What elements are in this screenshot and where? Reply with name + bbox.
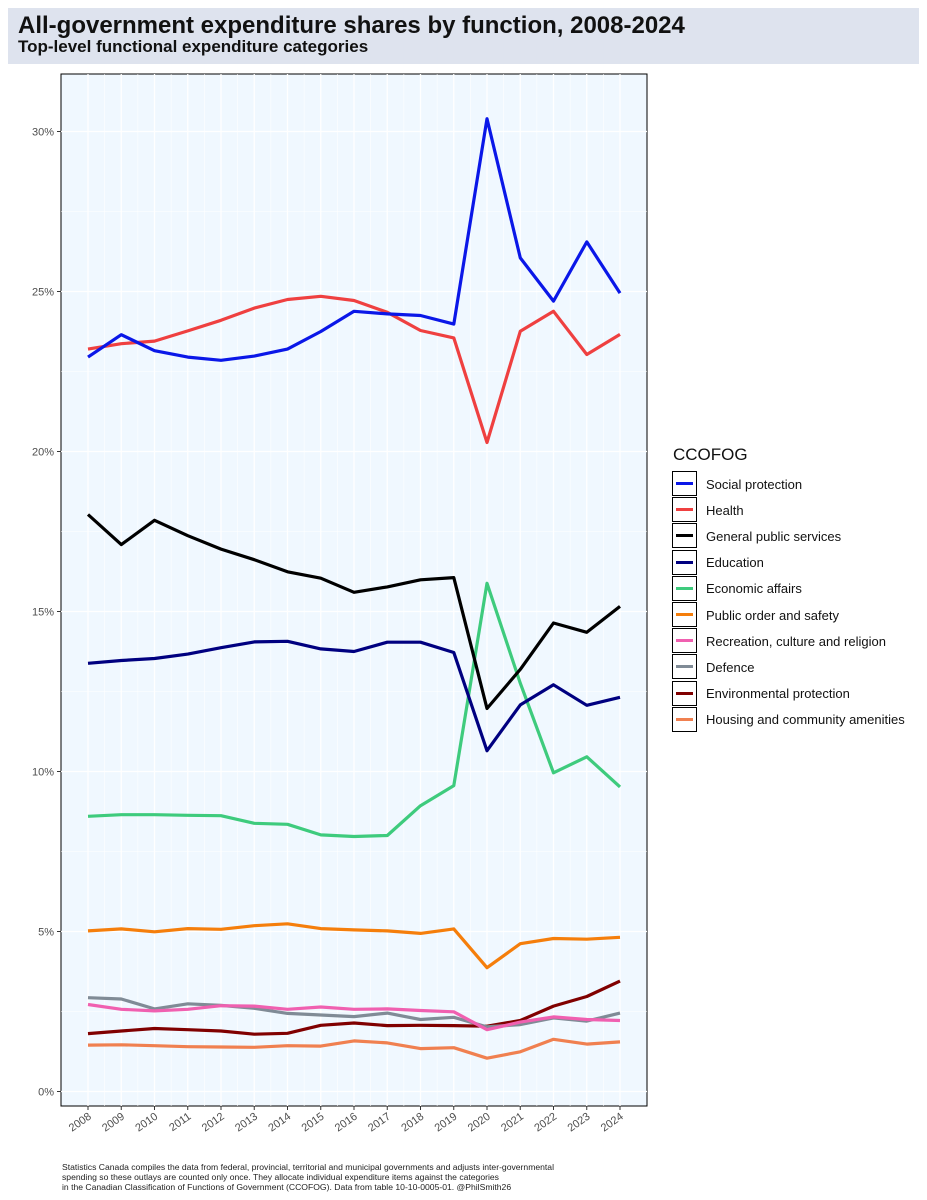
- y-tick-label: 5%: [38, 927, 54, 939]
- legend-swatch: [676, 560, 693, 564]
- x-tick-label: 2015: [300, 1111, 327, 1135]
- x-tick-label: 2012: [200, 1111, 227, 1135]
- x-tick-label: 2008: [67, 1111, 94, 1135]
- y-tick-label: 15%: [32, 607, 54, 619]
- legend-item-health: Health: [672, 497, 905, 523]
- x-tick-label: 2010: [133, 1111, 160, 1135]
- legend-swatch: [676, 639, 693, 643]
- legend-label: Environmental protection: [706, 686, 850, 702]
- series-lines: [86, 117, 622, 1060]
- chart-title: All-government expenditure shares by fun…: [18, 12, 685, 39]
- legend-item-housing-and-community-amenities: Housing and community amenities: [672, 706, 905, 733]
- legend-item-education: Education: [672, 549, 905, 576]
- x-tick-label: 2020: [466, 1111, 493, 1135]
- legend-item-defence: Defence: [672, 654, 905, 680]
- x-tick-label: 2017: [366, 1111, 393, 1135]
- legend-swatch: [676, 586, 693, 590]
- legend-swatch: [676, 534, 693, 538]
- legend-key: [672, 706, 697, 732]
- legend-swatch: [676, 482, 693, 486]
- series-line-economic-affairs: [87, 581, 622, 839]
- y-tick-label: 0%: [38, 1087, 54, 1099]
- legend-label: Housing and community amenities: [706, 712, 905, 728]
- legend-swatch: [676, 665, 693, 669]
- legend-key: [672, 628, 697, 654]
- legend-item-economic-affairs: Economic affairs: [672, 575, 905, 602]
- legend-label: Health: [706, 502, 744, 518]
- major-gridlines: [61, 74, 647, 1106]
- series-line-health: [87, 294, 621, 445]
- legend-key: [672, 549, 697, 575]
- series-line-defence: [87, 996, 621, 1029]
- legend-item-recreation-culture-and-religion: Recreation, culture and religion: [672, 628, 905, 654]
- x-tick-label: 2013: [233, 1111, 260, 1135]
- series-line-education: [87, 639, 621, 753]
- legend-swatch: [676, 691, 693, 695]
- legend-key: [672, 523, 697, 549]
- series-line-public-order-and-safety: [87, 922, 621, 970]
- legend-key: [672, 497, 697, 523]
- legend-key: [672, 680, 697, 706]
- y-tick-label: 20%: [32, 447, 54, 459]
- legend-key: [672, 575, 697, 601]
- series-line-social-protection: [87, 117, 622, 362]
- x-tick-label: 2022: [532, 1111, 559, 1135]
- x-tick-label: 2024: [599, 1111, 626, 1135]
- legend-key: [672, 654, 697, 680]
- footnote-line: in the Canadian Classification of Functi…: [62, 1182, 512, 1192]
- title-bar: All-government expenditure shares by fun…: [8, 8, 919, 64]
- legend-item-social-protection: Social protection: [672, 471, 905, 497]
- footnote-line: spending so these outlays are counted on…: [62, 1172, 499, 1182]
- legend-key: [672, 471, 697, 497]
- series-line-recreation-culture-and-religion: [87, 1002, 621, 1032]
- legend-swatch: [676, 508, 693, 512]
- chart-subtitle: Top-level functional expenditure categor…: [18, 37, 369, 56]
- footnote: Statistics Canada compiles the data from…: [62, 1162, 622, 1192]
- x-tick-label: 2023: [566, 1111, 593, 1135]
- y-tick-label: 10%: [32, 767, 54, 779]
- x-tick-label: 2014: [266, 1111, 293, 1135]
- legend-label: General public services: [706, 528, 842, 544]
- legend-label: Recreation, culture and religion: [706, 633, 886, 649]
- legend-item-environmental-protection: Environmental protection: [672, 680, 905, 707]
- x-tick-label: 2021: [499, 1111, 526, 1135]
- footnote-line: Statistics Canada compiles the data from…: [62, 1162, 554, 1172]
- series-line-housing-and-community-amenities: [87, 1037, 621, 1060]
- x-tick-label: 2011: [167, 1111, 193, 1134]
- legend-item-general-public-services: General public services: [672, 523, 905, 549]
- x-tick-label: 2018: [399, 1111, 426, 1135]
- legend-label: Education: [706, 555, 764, 571]
- y-tick-label: 30%: [32, 127, 54, 139]
- series-line-general-public-services: [86, 513, 621, 711]
- legend-swatch: [676, 717, 693, 721]
- x-tick-label: 2016: [333, 1111, 360, 1135]
- legend-swatch: [676, 613, 693, 617]
- legend-item-public-order-and-safety: Public order and safety: [672, 602, 905, 628]
- series-line-environmental-protection: [87, 979, 621, 1036]
- legend-label: Public order and safety: [706, 607, 839, 623]
- x-tick-label: 2009: [100, 1111, 127, 1135]
- legend-label: Defence: [706, 659, 755, 675]
- legend-key: [672, 602, 697, 628]
- legend-title: CCOFOG: [673, 445, 748, 464]
- legend: CCOFOG Social protection Health General …: [672, 444, 905, 733]
- x-tick-label: 2019: [433, 1111, 460, 1135]
- y-tick-label: 25%: [32, 287, 54, 299]
- legend-label: Social protection: [706, 476, 803, 492]
- legend-label: Economic affairs: [706, 581, 802, 597]
